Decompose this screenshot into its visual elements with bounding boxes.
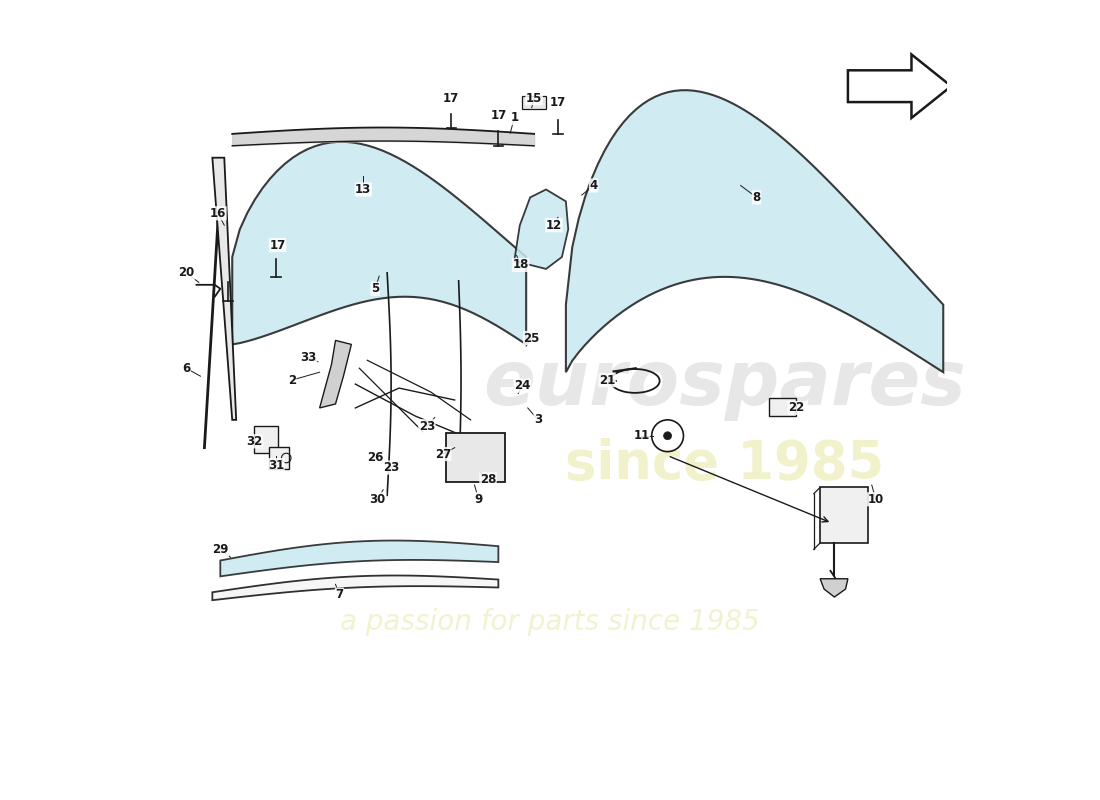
Text: 24: 24	[514, 379, 530, 392]
Text: 28: 28	[480, 473, 496, 486]
Text: 1: 1	[510, 111, 518, 125]
Text: 17: 17	[442, 92, 459, 105]
Text: 11: 11	[634, 430, 649, 442]
Text: 6: 6	[182, 362, 190, 374]
Polygon shape	[220, 541, 498, 576]
Text: 17: 17	[270, 238, 286, 251]
Polygon shape	[212, 158, 236, 420]
Text: 29: 29	[212, 543, 229, 556]
Text: 17: 17	[491, 109, 506, 122]
Text: 8: 8	[752, 191, 761, 204]
Polygon shape	[821, 578, 848, 597]
FancyBboxPatch shape	[254, 426, 278, 454]
Text: 5: 5	[371, 282, 380, 295]
Text: 18: 18	[513, 258, 529, 271]
Text: 10: 10	[868, 493, 883, 506]
FancyBboxPatch shape	[522, 96, 546, 110]
Text: 2: 2	[288, 374, 296, 386]
Text: 13: 13	[355, 183, 372, 196]
Text: 26: 26	[367, 450, 384, 464]
Polygon shape	[515, 190, 569, 269]
Text: 4: 4	[590, 179, 597, 192]
Text: 23: 23	[383, 461, 399, 474]
Text: 22: 22	[789, 402, 804, 414]
Text: 25: 25	[524, 331, 540, 345]
Text: since 1985: since 1985	[565, 438, 884, 490]
Circle shape	[663, 432, 671, 440]
Text: 20: 20	[178, 266, 195, 279]
Polygon shape	[320, 341, 351, 408]
Text: 9: 9	[474, 493, 483, 506]
Text: 17: 17	[550, 95, 566, 109]
Polygon shape	[232, 142, 526, 344]
Text: 12: 12	[546, 218, 562, 232]
Polygon shape	[848, 54, 952, 118]
Text: 3: 3	[534, 414, 542, 426]
FancyBboxPatch shape	[769, 398, 796, 416]
Text: 16: 16	[210, 207, 227, 220]
Text: 32: 32	[246, 435, 263, 448]
Text: 7: 7	[336, 588, 343, 601]
FancyBboxPatch shape	[446, 434, 505, 482]
Text: 21: 21	[600, 374, 615, 386]
Text: eurospares: eurospares	[483, 347, 966, 421]
Text: 31: 31	[267, 458, 284, 472]
Text: a passion for parts since 1985: a passion for parts since 1985	[340, 609, 760, 637]
FancyBboxPatch shape	[268, 447, 289, 469]
Text: 23: 23	[419, 420, 435, 433]
Text: 33: 33	[300, 350, 317, 363]
Text: 27: 27	[434, 447, 451, 461]
Polygon shape	[212, 575, 498, 600]
Polygon shape	[821, 487, 868, 543]
Polygon shape	[565, 90, 944, 372]
Text: 15: 15	[526, 92, 542, 105]
Text: 30: 30	[370, 493, 386, 506]
